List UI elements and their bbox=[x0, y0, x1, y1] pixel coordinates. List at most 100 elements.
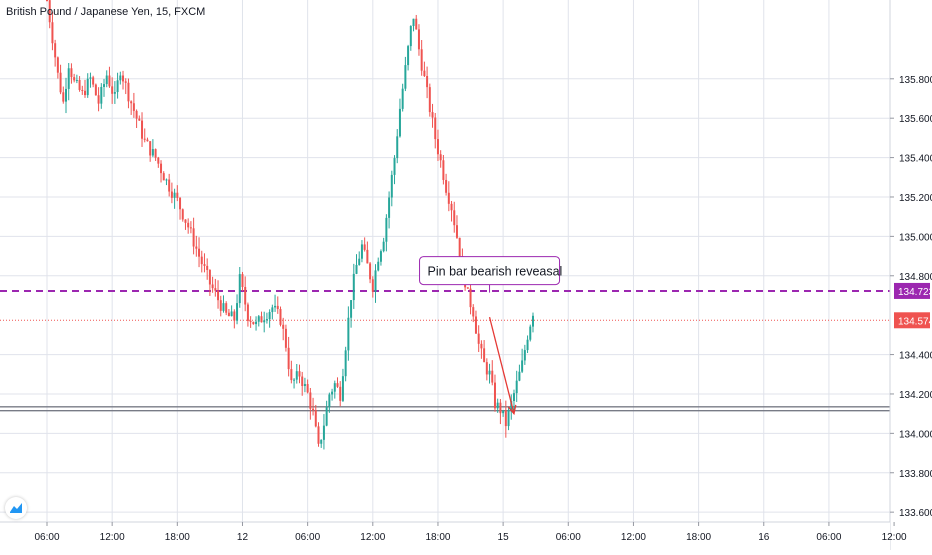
candle-bearish bbox=[447, 192, 450, 204]
candle-bearish bbox=[48, 0, 51, 23]
price-axis[interactable]: 135.800 135.600 135.400 135.200 135.000 134.8… bbox=[889, 0, 932, 550]
candle-bearish bbox=[227, 312, 230, 317]
candle-bullish bbox=[377, 261, 380, 271]
tradingview-logo-icon[interactable] bbox=[5, 497, 27, 519]
candle-bullish bbox=[320, 439, 323, 444]
candle-bearish bbox=[445, 179, 448, 193]
candle-bearish bbox=[279, 309, 282, 325]
candle-bearish bbox=[504, 410, 507, 427]
candle-bullish bbox=[295, 371, 298, 380]
time-tick-label: 15 bbox=[498, 532, 510, 543]
candle-bearish bbox=[477, 333, 480, 344]
candle-bullish bbox=[352, 273, 355, 301]
candle-bullish bbox=[103, 84, 106, 87]
candle-bullish bbox=[257, 316, 260, 322]
candle-bullish bbox=[238, 274, 241, 304]
price-tick-label: 134.400 bbox=[899, 351, 932, 362]
candle-bearish bbox=[483, 348, 486, 363]
candle-bullish bbox=[271, 307, 274, 313]
candle-bearish bbox=[431, 112, 434, 118]
candle-bearish bbox=[472, 307, 475, 317]
candle-bearish bbox=[160, 163, 163, 174]
candle-bearish bbox=[480, 343, 483, 349]
candle-bearish bbox=[309, 392, 312, 409]
candle-bearish bbox=[179, 197, 182, 210]
candle-bullish bbox=[151, 149, 154, 156]
candle-bearish bbox=[184, 219, 187, 223]
candle-bearish bbox=[466, 287, 469, 289]
candle-bearish bbox=[434, 117, 437, 140]
time-tick-label: 12:00 bbox=[100, 532, 125, 543]
candle-bearish bbox=[56, 57, 59, 73]
candle-bearish bbox=[200, 256, 203, 265]
candle-bullish bbox=[358, 258, 361, 265]
candle-bearish bbox=[312, 408, 315, 411]
time-tick-label: 06:00 bbox=[816, 532, 841, 543]
projection-arrow-line[interactable] bbox=[488, 316, 515, 414]
time-tick-label: 18:00 bbox=[165, 532, 190, 543]
candle-bearish bbox=[135, 110, 138, 119]
time-tick-label: 18:00 bbox=[686, 532, 711, 543]
time-tick-label: 16 bbox=[758, 532, 770, 543]
candle-bearish bbox=[132, 103, 135, 111]
candle-bearish bbox=[369, 263, 372, 280]
projection-arrowhead[interactable] bbox=[507, 404, 517, 416]
price-tick-label: 135.000 bbox=[899, 232, 932, 243]
drawings[interactable]: Pin bar bearish reveasal bbox=[419, 256, 563, 416]
candle-bullish bbox=[382, 241, 385, 252]
candle-bullish bbox=[222, 303, 225, 311]
candle-bearish bbox=[436, 139, 439, 155]
candle-bullish bbox=[526, 339, 529, 351]
candle-bullish bbox=[322, 425, 325, 440]
candle-bearish bbox=[92, 77, 95, 85]
candle-bullish bbox=[116, 80, 119, 93]
price-label-badge bbox=[894, 312, 930, 329]
candle-bearish bbox=[214, 288, 217, 291]
candle-bullish bbox=[293, 379, 296, 381]
candle-bearish bbox=[78, 79, 81, 90]
candle-bearish bbox=[219, 300, 222, 311]
candle-bearish bbox=[73, 77, 76, 81]
candle-bearish bbox=[241, 274, 244, 287]
candle-bearish bbox=[46, 0, 48, 1]
candle-bullish bbox=[303, 384, 306, 387]
candle-bearish bbox=[260, 316, 263, 323]
price-tick-label: 135.400 bbox=[899, 154, 932, 165]
candle-bullish bbox=[165, 179, 168, 181]
candle-bearish bbox=[298, 371, 301, 377]
time-tick-label: 06:00 bbox=[34, 532, 59, 543]
candle-bullish bbox=[86, 78, 89, 96]
candle-bullish bbox=[488, 370, 491, 375]
candle-bearish bbox=[111, 86, 114, 94]
candle-bullish bbox=[89, 77, 92, 79]
candle-bullish bbox=[331, 391, 334, 395]
candle-bullish bbox=[65, 88, 68, 102]
candle-bearish bbox=[474, 316, 477, 334]
price-tick-label: 133.600 bbox=[899, 508, 932, 519]
candle-bearish bbox=[122, 75, 125, 82]
price-label-text: 134.723 bbox=[898, 287, 932, 298]
time-tick-label: 06:00 bbox=[295, 532, 320, 543]
candle-bullish bbox=[173, 192, 176, 198]
annotation-callout[interactable]: Pin bar bearish reveasal bbox=[419, 256, 563, 293]
candle-bullish bbox=[385, 217, 388, 242]
candle-bearish bbox=[97, 95, 100, 104]
candle-bullish bbox=[265, 319, 268, 321]
candle-bearish bbox=[244, 286, 247, 305]
candle-bearish bbox=[176, 192, 179, 198]
candle-bearish bbox=[233, 311, 236, 321]
annotation-text: Pin bar bearish reveasal bbox=[428, 265, 563, 279]
candle-bearish bbox=[192, 228, 195, 247]
horizontal-levels bbox=[0, 289, 890, 412]
candle-bearish bbox=[187, 222, 190, 228]
candle-bullish bbox=[347, 317, 350, 351]
candle-bullish bbox=[393, 158, 396, 175]
candle-bearish bbox=[154, 149, 157, 158]
candle-bearish bbox=[62, 92, 65, 102]
candle-bullish bbox=[341, 376, 344, 401]
candle-bearish bbox=[339, 386, 342, 401]
candle-bearish bbox=[246, 304, 249, 321]
time-axis[interactable]: 06:00 12:00 18:00 12 06:00 12:00 18:00 15 06:00 1… bbox=[0, 521, 907, 550]
